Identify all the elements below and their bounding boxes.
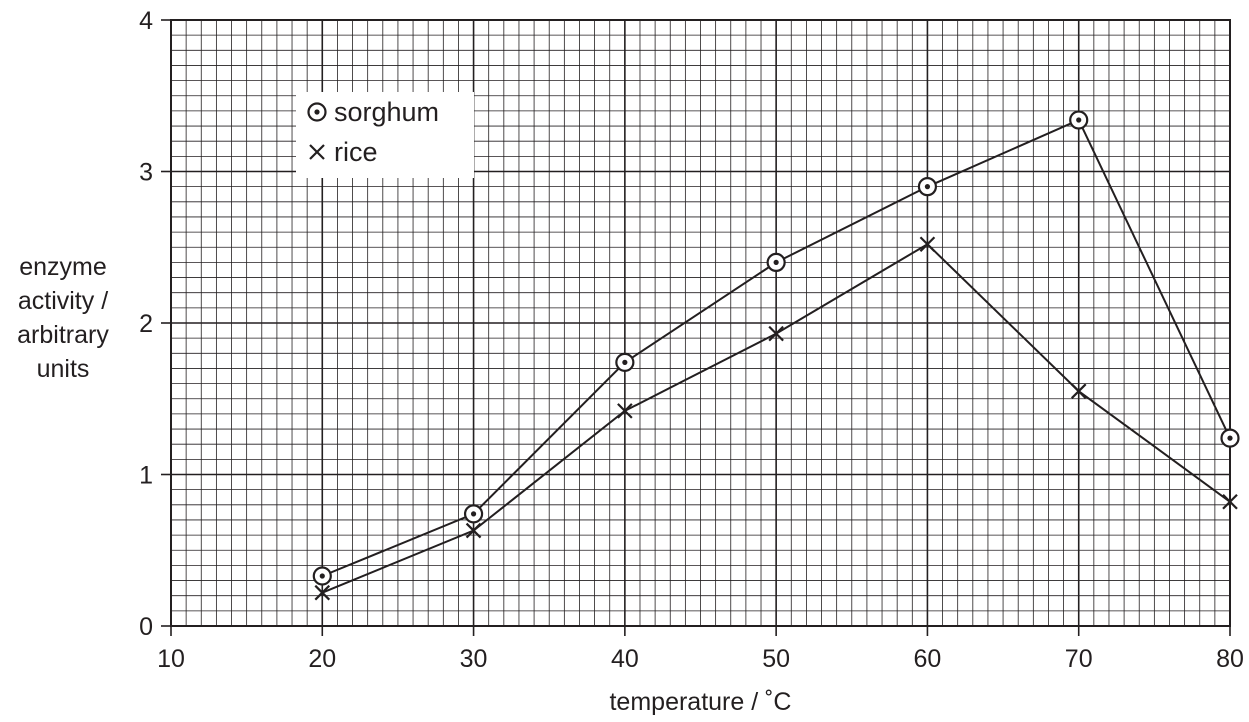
x-tick-label: 10 bbox=[157, 645, 185, 673]
marker-dot bbox=[773, 259, 779, 265]
rice-marker bbox=[465, 522, 482, 539]
rice-marker bbox=[309, 144, 325, 160]
marker-dot bbox=[924, 184, 931, 190]
marker-stroke bbox=[1222, 493, 1238, 510]
y-axis-label-line: units bbox=[37, 355, 90, 383]
x-axis-ticks: 10 20 30 40 50 60 70 80 bbox=[157, 626, 1244, 673]
marker-dot bbox=[622, 359, 628, 365]
y-axis-label-line: arbitrary bbox=[17, 321, 109, 349]
marker-dot bbox=[470, 511, 477, 517]
x-axis-label: temperature / ˚C bbox=[609, 688, 791, 716]
marker-stroke bbox=[617, 403, 633, 419]
y-axis-label-line: activity / bbox=[18, 287, 108, 315]
y-tick-label: 3 bbox=[139, 159, 153, 187]
sorghum-marker bbox=[312, 566, 332, 586]
x-tick-label: 40 bbox=[611, 645, 639, 673]
marker-stroke bbox=[919, 236, 936, 252]
y-axis-ticks: 0 1 2 3 4 bbox=[139, 7, 171, 641]
marker-stroke bbox=[314, 584, 331, 601]
rice-marker bbox=[768, 325, 784, 342]
marker-dot bbox=[314, 109, 320, 115]
marker-stroke bbox=[465, 522, 482, 539]
series-layer bbox=[312, 110, 1240, 601]
rice-marker bbox=[1222, 493, 1238, 510]
y-axis-label: enzyme activity / arbitrary units bbox=[17, 253, 109, 383]
rice-marker bbox=[919, 236, 936, 252]
legend: sorghum rice bbox=[296, 92, 474, 178]
sorghum-marker bbox=[766, 252, 786, 272]
sorghum-marker bbox=[615, 352, 635, 372]
rice-marker bbox=[1070, 383, 1087, 399]
marker-stroke bbox=[1070, 383, 1087, 399]
rice-marker bbox=[314, 584, 331, 601]
x-tick-label: 20 bbox=[308, 645, 336, 673]
x-tick-label: 80 bbox=[1216, 645, 1244, 673]
y-tick-label: 0 bbox=[139, 613, 153, 641]
x-tick-label: 30 bbox=[460, 645, 488, 673]
y-tick-label: 4 bbox=[139, 7, 153, 35]
marker-stroke bbox=[768, 325, 784, 342]
legend-label-sorghum: sorghum bbox=[334, 97, 439, 127]
y-tick-label: 2 bbox=[139, 310, 153, 338]
sorghum-marker bbox=[1220, 428, 1240, 448]
x-tick-label: 60 bbox=[914, 645, 942, 673]
sorghum-marker bbox=[1069, 110, 1089, 130]
y-axis-label-line: enzyme bbox=[19, 253, 107, 281]
x-tick-label: 70 bbox=[1065, 645, 1093, 673]
sorghum-marker bbox=[917, 177, 938, 197]
legend-box bbox=[296, 92, 474, 178]
marker-stroke bbox=[309, 144, 325, 160]
legend-label-rice: rice bbox=[334, 137, 378, 167]
rice-marker bbox=[617, 403, 633, 419]
marker-dot bbox=[1227, 435, 1233, 441]
marker-dot bbox=[319, 573, 325, 579]
sorghum-marker bbox=[307, 102, 327, 122]
y-tick-label: 1 bbox=[139, 462, 153, 490]
marker-dot bbox=[1076, 117, 1082, 123]
x-tick-label: 50 bbox=[762, 645, 790, 673]
sorghum-marker bbox=[463, 504, 484, 524]
